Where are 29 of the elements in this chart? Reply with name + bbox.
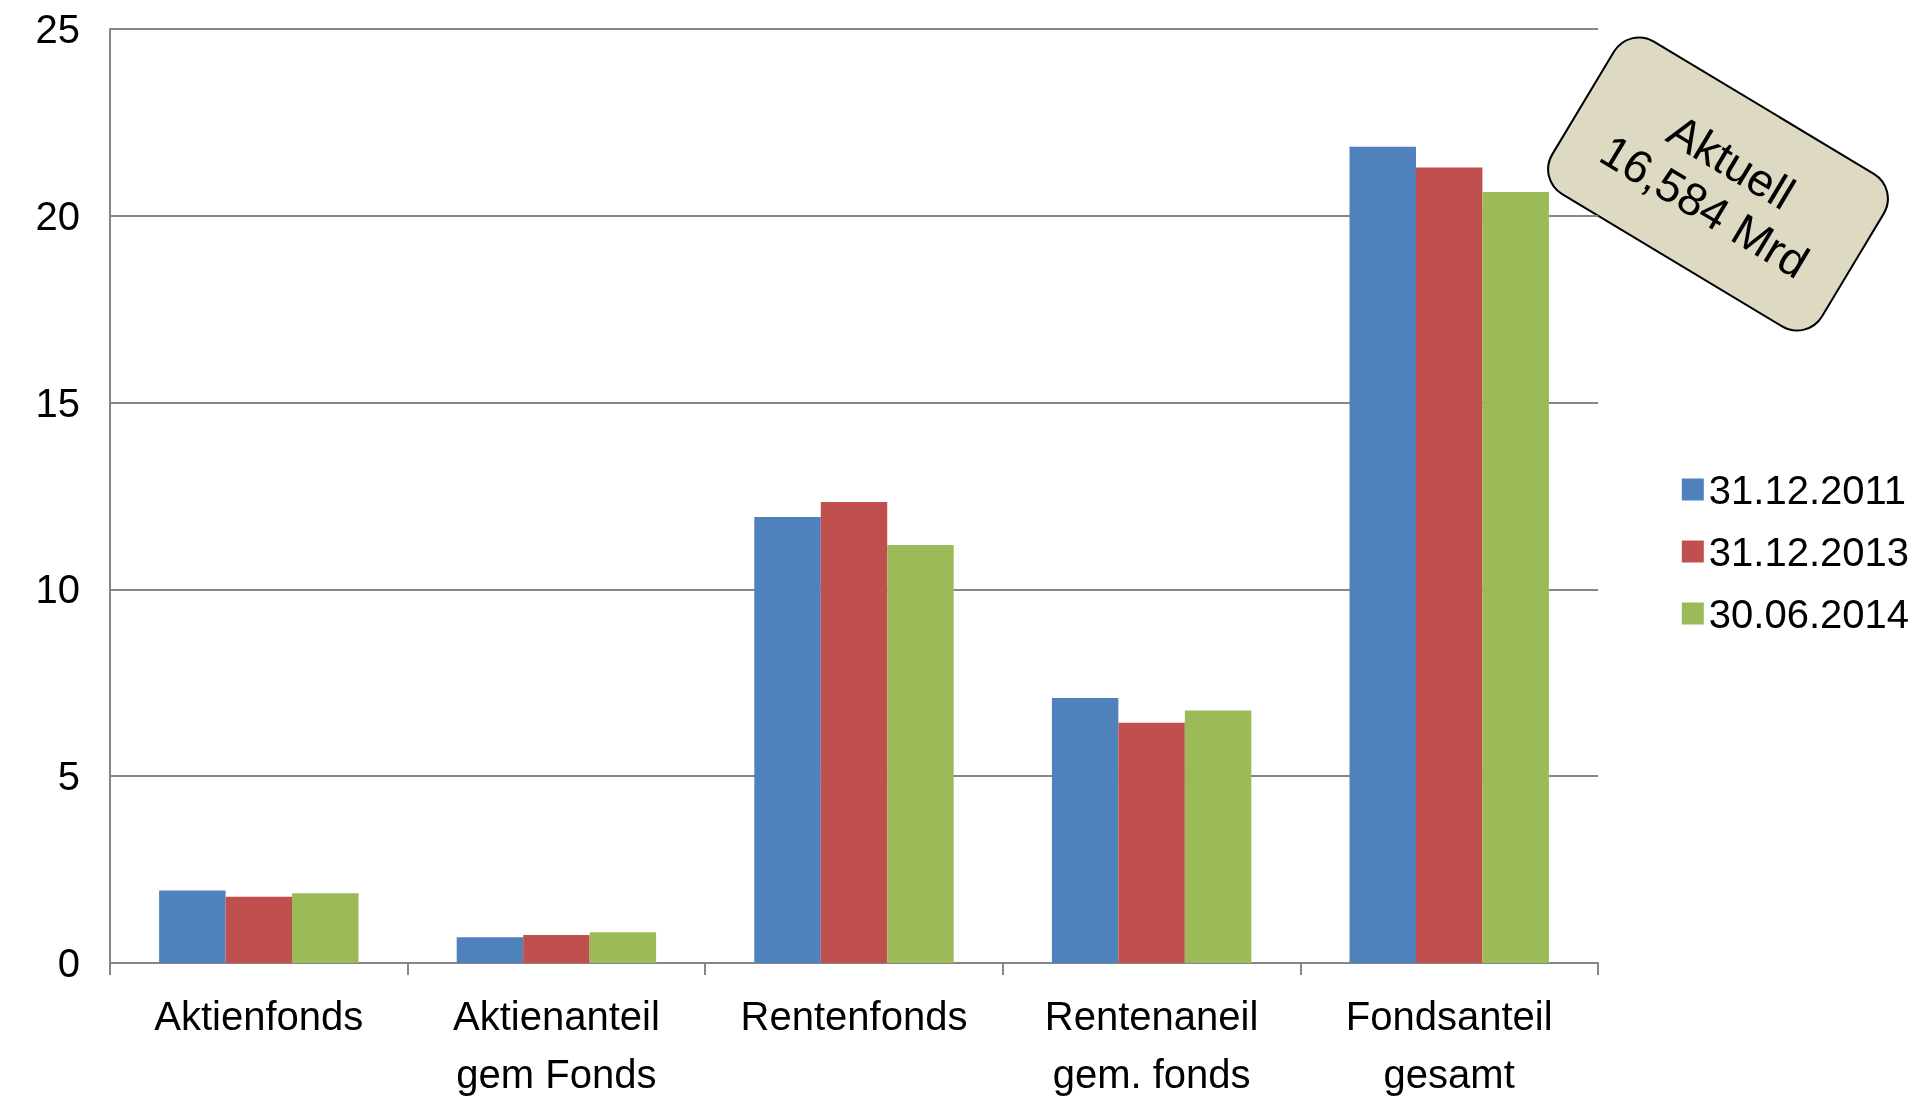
bar xyxy=(159,890,226,963)
bar xyxy=(225,896,293,963)
bar xyxy=(523,934,590,963)
y-tick-label: 20 xyxy=(35,193,80,238)
bar xyxy=(887,544,954,963)
y-tick-label: 25 xyxy=(35,7,80,51)
bar xyxy=(820,501,888,963)
y-tick-label: 0 xyxy=(57,941,80,985)
bar xyxy=(456,937,524,963)
x-tick-label: Aktienanteil gem Fonds xyxy=(453,994,660,1096)
bar xyxy=(1051,698,1119,963)
y-tick-label: 15 xyxy=(35,380,80,425)
bar xyxy=(589,932,657,963)
y-tick-label: 10 xyxy=(35,567,80,612)
bar xyxy=(754,516,821,963)
legend-label: 31.12.2011 xyxy=(1708,467,1907,512)
legend-label: 30.06.2014 xyxy=(1708,591,1910,636)
bar xyxy=(1118,722,1185,963)
bar xyxy=(292,893,359,963)
x-tick-label: Aktienfonds xyxy=(154,994,364,1038)
bar xyxy=(1482,191,1549,963)
legend-label: 31.12.2013 xyxy=(1708,529,1910,574)
bar xyxy=(1415,167,1483,963)
x-tick-label: Rentenfonds xyxy=(740,994,968,1038)
bar xyxy=(1349,146,1416,963)
x-tick-label: Fondsanteil gesamt xyxy=(1345,994,1553,1096)
x-tick-label: Rentenaneil gem. fonds xyxy=(1044,994,1259,1096)
y-tick-label: 5 xyxy=(57,754,80,799)
bar xyxy=(1184,710,1252,963)
